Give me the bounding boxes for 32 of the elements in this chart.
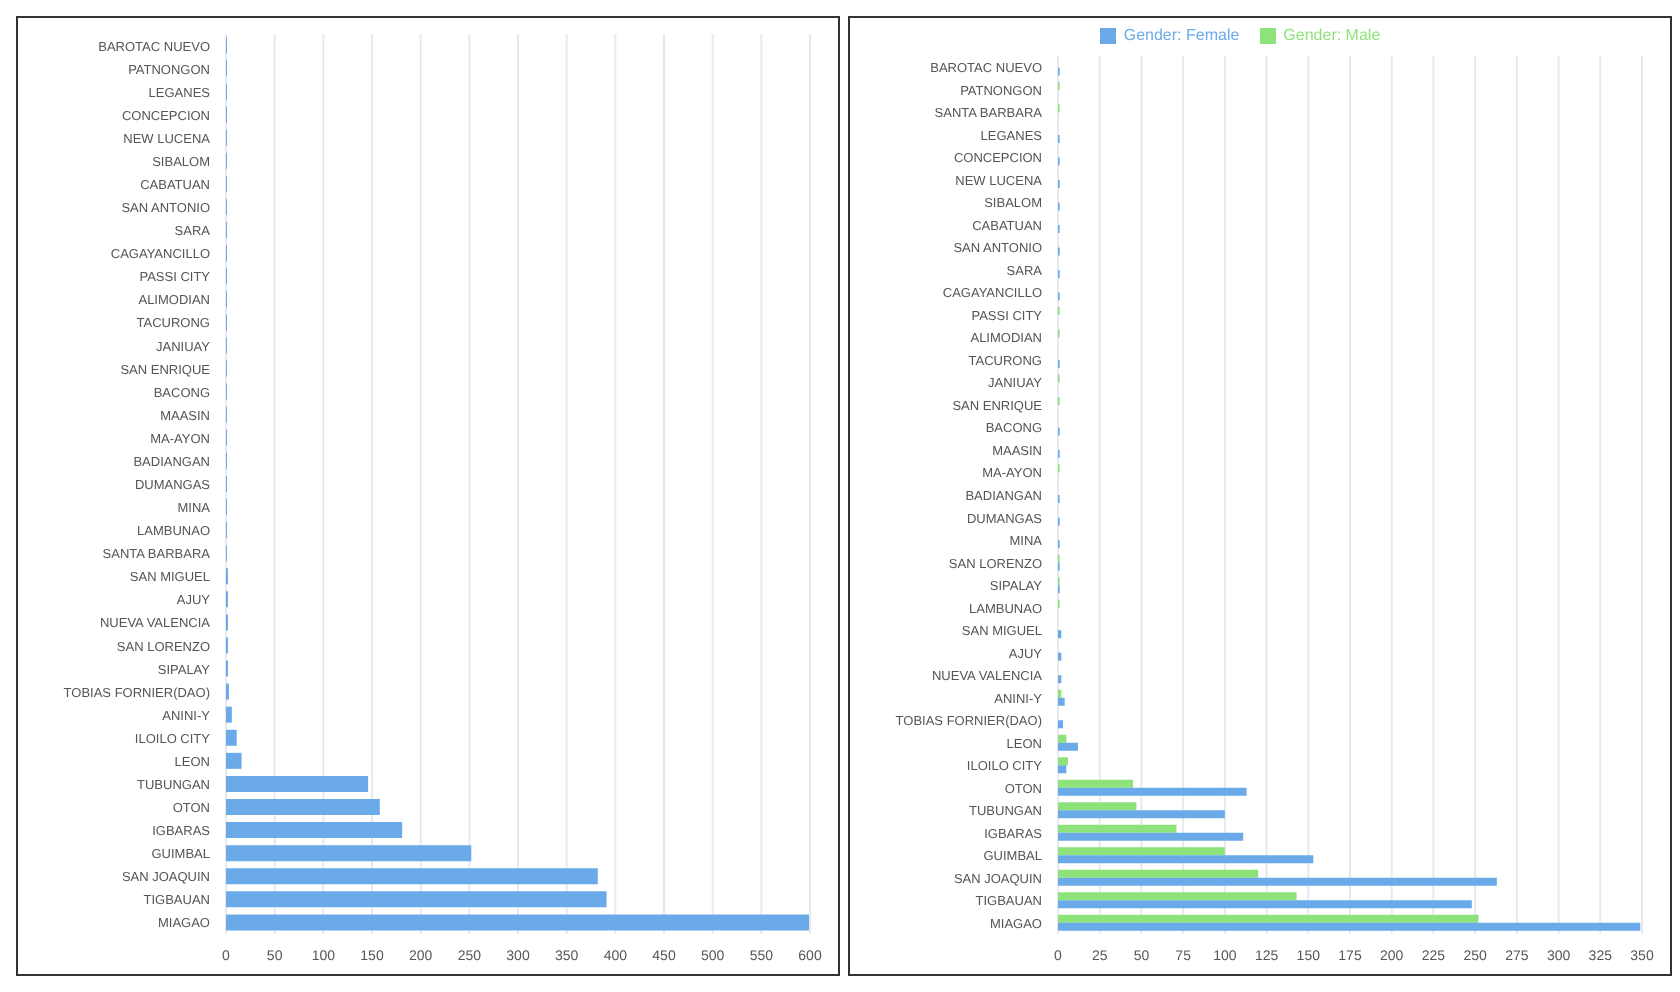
legend-label: Gender: Female <box>1123 26 1240 44</box>
bar <box>1058 877 1497 886</box>
bar <box>1058 892 1297 901</box>
bar <box>1058 810 1225 819</box>
bar <box>1058 802 1137 811</box>
bar <box>1058 779 1134 788</box>
bar <box>1058 855 1314 864</box>
bar <box>1058 922 1641 931</box>
bar <box>226 752 242 769</box>
bar <box>1058 824 1177 833</box>
bar <box>226 706 232 723</box>
bar <box>1058 697 1065 706</box>
bar <box>226 891 607 908</box>
bar <box>1058 900 1472 909</box>
bar <box>1058 757 1069 766</box>
bar <box>1058 869 1259 878</box>
bar <box>1058 847 1225 856</box>
bar <box>1058 787 1247 796</box>
bar <box>1058 914 1479 923</box>
bar <box>1058 832 1244 841</box>
bar <box>1058 765 1067 774</box>
bar <box>226 799 380 815</box>
bar <box>1058 734 1067 743</box>
bar <box>226 822 403 839</box>
bar <box>226 729 237 746</box>
bar <box>226 914 810 931</box>
bar <box>226 845 472 862</box>
legend-label: Gender: Male <box>1283 26 1381 44</box>
bar <box>226 775 369 792</box>
bar <box>1058 720 1064 729</box>
bar <box>226 868 598 885</box>
bar <box>1058 742 1079 751</box>
